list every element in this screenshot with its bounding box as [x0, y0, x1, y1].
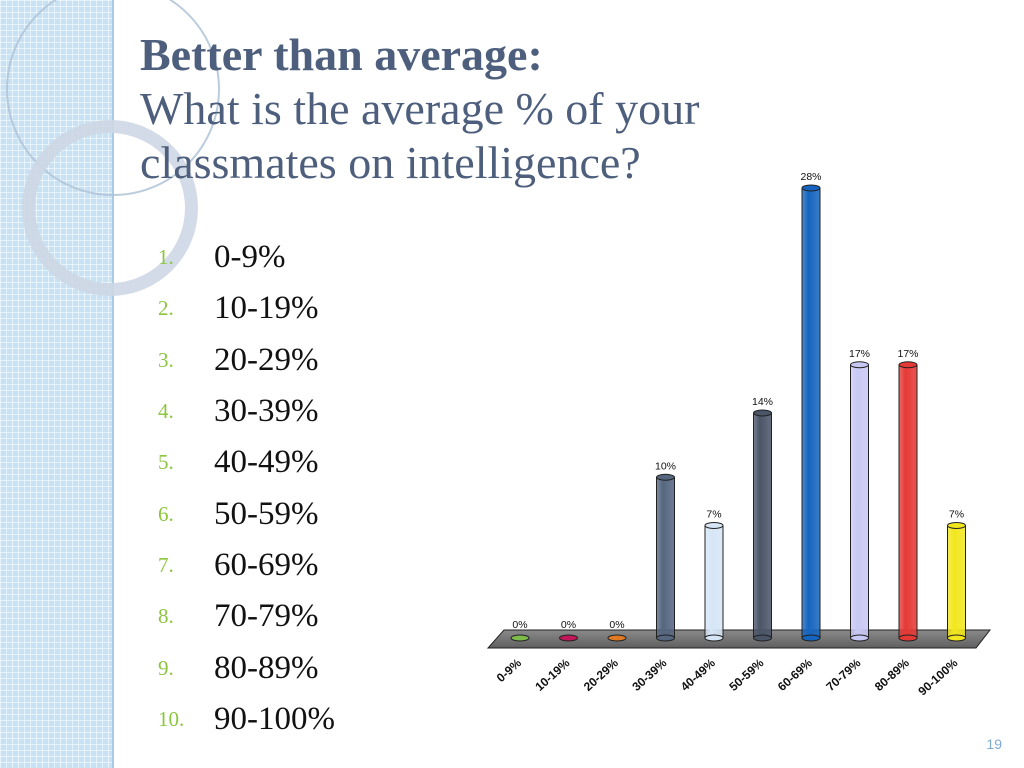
x-tick-label: 0-9% [494, 656, 524, 685]
bar-90-100% [947, 525, 966, 639]
bar-value-label: 7% [706, 509, 721, 521]
page-number: 19 [986, 736, 1002, 752]
x-tick-label: 60-69% [775, 656, 815, 694]
bar-top [656, 473, 675, 481]
bar-value-label: 28% [800, 171, 821, 183]
x-tick-label: 70-79% [823, 656, 863, 694]
bar-0-9% [510, 634, 530, 642]
bar-base [947, 634, 966, 642]
bar-value-label: 0% [561, 619, 576, 631]
title-question-line2: classmates on intelligence? [140, 136, 641, 188]
answer-option-number: 9. [158, 655, 174, 680]
answer-option-number: 8. [158, 604, 174, 629]
x-tick-label: 80-89% [872, 656, 912, 694]
x-tick-label: 30-39% [629, 656, 669, 694]
bar-20-29% [607, 634, 627, 642]
answer-option-text: 20-29% [214, 341, 319, 378]
bar-base [850, 634, 869, 642]
bar-60-69% [801, 187, 821, 639]
x-tick-label: 40-49% [678, 656, 718, 694]
x-tick-label: 20-29% [581, 656, 621, 694]
title-question-line1: What is the average % of your [140, 82, 700, 134]
bar-base [656, 634, 675, 642]
bar-value-label: 14% [752, 396, 773, 408]
x-tick-label: 10-19% [532, 656, 572, 694]
bar-base [801, 634, 821, 642]
bar-base [898, 634, 918, 642]
answer-option-text: 50-59% [214, 495, 319, 532]
answer-option: 9. 80-89% [158, 642, 335, 693]
answer-option-text: 0-9% [214, 239, 286, 276]
answer-option-number: 6. [158, 501, 174, 526]
answer-option-text: 40-49% [214, 444, 319, 481]
bar-top [947, 522, 966, 529]
bar-value-label: 7% [949, 509, 964, 521]
bar-30-39% [656, 476, 675, 639]
answer-option-text: 80-89% [214, 649, 319, 686]
bar-value-label: 17% [897, 348, 918, 360]
answer-option: 5. 40-49% [158, 437, 335, 488]
answer-option-number: 2. [158, 296, 174, 321]
answer-option: 2. 10-19% [158, 283, 335, 334]
bar-top [898, 361, 918, 369]
answer-option-text: 30-39% [214, 393, 319, 430]
bar-50-59% [753, 412, 772, 639]
bar-value-label: 17% [849, 348, 870, 360]
answer-option-text: 10-19% [214, 290, 319, 327]
answer-option-text: 60-69% [214, 546, 319, 583]
bar-80-89% [898, 364, 918, 639]
answer-option: 3. 20-29% [158, 335, 335, 386]
title-heading: Better than average: [140, 29, 543, 80]
bar-value-label: 0% [609, 619, 624, 631]
answer-options-list: 1. 0-9% 2. 10-19% 3. 20-29% 4. 30-39% 5. 40-49% 6.… [158, 232, 335, 745]
answer-option-number: 7. [158, 552, 174, 577]
answer-option: 1. 0-9% [158, 232, 335, 283]
answer-option-number: 1. [158, 245, 174, 270]
bar-top [850, 361, 869, 369]
bar-base [753, 634, 772, 642]
answer-option: 8. 70-79% [158, 591, 335, 642]
bar-top [753, 409, 772, 417]
bar-value-label: 10% [655, 460, 676, 472]
bar-40-49% [704, 525, 724, 639]
slide-title: Better than average: What is the average… [140, 28, 840, 189]
x-tick-label: 50-59% [726, 656, 766, 694]
bar-top [704, 522, 724, 529]
bar-10-19% [559, 634, 578, 642]
answer-option: 4. 30-39% [158, 386, 335, 437]
bar-base [704, 634, 724, 642]
bar-value-label: 0% [512, 619, 527, 631]
bar-top [801, 184, 821, 192]
answer-option: 6. 50-59% [158, 488, 335, 539]
bar-70-79% [850, 364, 869, 639]
answer-option-number: 4. [158, 399, 174, 424]
answer-option: 10. 90-100% [158, 694, 335, 745]
answer-option-number: 10. [158, 706, 185, 731]
answer-option-number: 5. [158, 450, 174, 475]
answer-option: 7. 60-69% [158, 540, 335, 591]
answer-option-number: 3. [158, 347, 174, 372]
bar-chart: 0% 0-9% 0% 10-19% 0% 20-29% 10% 30-39% 7% 40-49% 1… [486, 171, 992, 699]
x-tick-label: 90-100% [915, 656, 960, 699]
answer-option-text: 70-79% [214, 598, 319, 635]
answer-option-text: 90-100% [214, 700, 335, 737]
